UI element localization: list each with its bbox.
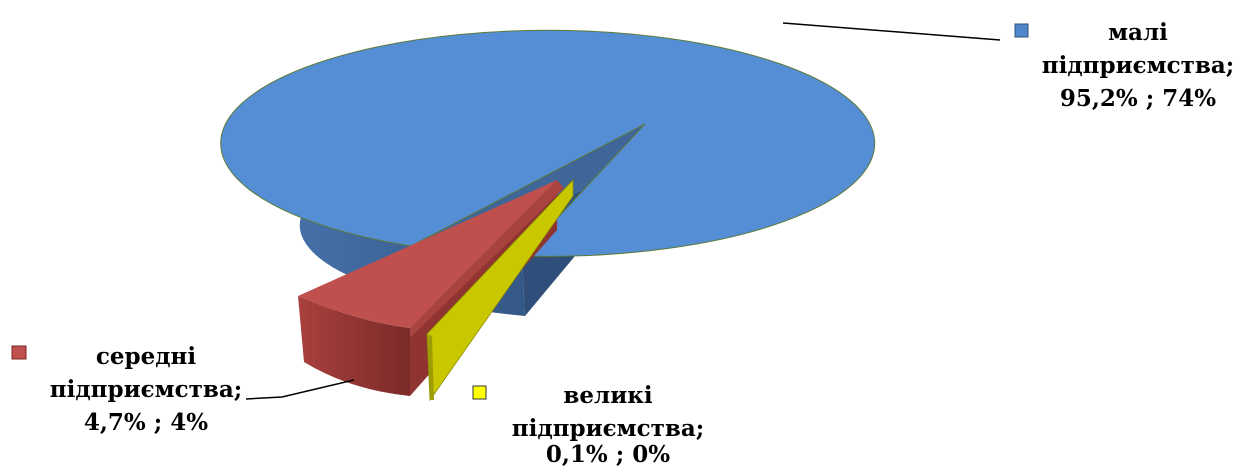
slice-seredni-side	[298, 296, 410, 396]
label-mali-line2: підприємства;	[1042, 52, 1235, 79]
label-seredni-line3: 4,7% ; 4%	[84, 409, 208, 436]
label-mali: малі підприємства; 95,2% ; 74%	[1042, 19, 1235, 112]
label-veliki-line1: великі	[563, 382, 653, 409]
slice-seredni	[298, 180, 564, 396]
legend-marker-seredni	[11, 345, 27, 360]
slice-mali-top	[220, 29, 876, 257]
label-veliki-line2: підприємства;	[512, 415, 705, 442]
legend-marker-veliki	[472, 385, 487, 400]
leader-line-mali	[782, 22, 1001, 41]
leader-line-seredni	[245, 379, 355, 400]
label-mali-line1: малі	[1108, 19, 1168, 46]
slice-seredni-top	[298, 180, 557, 328]
slice-seredni-top-edge	[410, 180, 564, 338]
label-mali-line3: 95,2% ; 74%	[1060, 85, 1216, 112]
label-veliki: великі підприємства; 0,1% ; 0%	[512, 382, 705, 468]
label-veliki-line3: 0,1% ; 0%	[546, 441, 670, 468]
slice-mali	[220, 29, 876, 317]
slice-veliki	[426, 178, 574, 402]
label-seredni-line1: середні	[96, 343, 197, 370]
label-seredni-line2: підприємства;	[50, 376, 243, 403]
label-seredni: середні підприємства; 4,7% ; 4%	[50, 343, 243, 436]
legend-marker-mali	[1014, 23, 1029, 38]
slice-veliki-side	[427, 334, 434, 400]
